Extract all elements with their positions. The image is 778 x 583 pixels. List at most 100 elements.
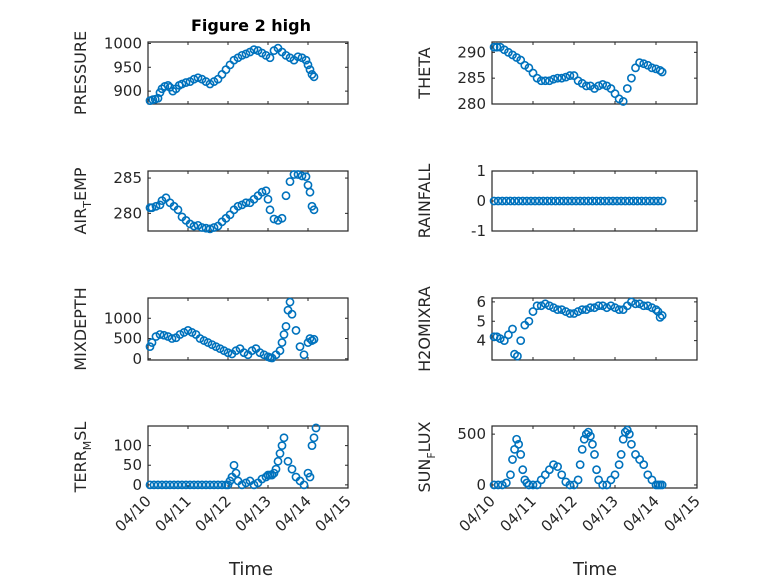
data-point — [622, 84, 632, 93]
data-point — [492, 42, 502, 52]
data-point — [233, 201, 243, 211]
data-point — [189, 74, 199, 84]
data-point — [639, 460, 649, 470]
data-point — [499, 336, 509, 346]
data-point — [495, 334, 505, 344]
subplot-h2omixra: 4 56 H2OMIXRA — [415, 286, 698, 372]
x-axis-label-left: Time — [228, 559, 273, 580]
data-point — [299, 350, 309, 360]
data-point — [506, 470, 515, 480]
data-point — [241, 198, 251, 208]
y-tick-label: 100 — [113, 437, 142, 455]
data-point — [167, 334, 177, 343]
data-point — [610, 303, 620, 313]
data-point — [265, 53, 275, 63]
data-point — [645, 196, 655, 206]
data-point — [538, 196, 548, 206]
data-point — [489, 196, 499, 206]
data-point — [514, 439, 524, 449]
data-point — [624, 196, 634, 206]
y-axis-label: PRESSURE — [71, 31, 90, 115]
y-tick-label: 280 — [457, 95, 486, 113]
x-tick-label: 04/14 — [620, 492, 663, 535]
y-axis-label: SUNFLUX — [415, 421, 438, 492]
data-point — [581, 81, 591, 91]
data-point — [553, 462, 562, 472]
x-tick-label: 04/11 — [152, 492, 195, 535]
data-point — [567, 196, 577, 206]
data-point — [612, 196, 622, 206]
data-point — [147, 203, 157, 213]
data-point — [177, 79, 187, 89]
data-point — [592, 196, 601, 206]
data-point — [169, 480, 179, 490]
y-tick-label: 500 — [457, 425, 486, 443]
data-point — [588, 439, 597, 449]
y-axis-label: RAINFALL — [415, 164, 434, 239]
data-point — [209, 480, 219, 490]
data-point — [267, 470, 277, 480]
data-point — [559, 196, 569, 206]
data-point — [197, 480, 207, 490]
data-point — [536, 76, 546, 86]
data-point — [573, 307, 583, 316]
data-point — [594, 301, 603, 311]
x-tick-label: 04/14 — [272, 492, 315, 535]
data-point — [604, 196, 614, 206]
data-point — [263, 194, 273, 204]
data-point — [655, 312, 665, 322]
data-point — [277, 213, 287, 223]
data-point — [181, 480, 191, 490]
data-point — [297, 171, 307, 181]
data-point — [149, 480, 159, 490]
data-point — [637, 196, 647, 206]
data-point — [577, 444, 587, 454]
data-point — [561, 307, 571, 316]
data-point — [157, 480, 167, 490]
x-tick-label: 04/11 — [497, 492, 540, 535]
data-point — [185, 480, 195, 490]
data-point — [655, 66, 665, 75]
data-point — [145, 480, 155, 490]
data-point — [651, 305, 661, 315]
y-tick-label: 1 — [476, 162, 486, 180]
y-tick-label: 5 — [476, 312, 486, 330]
x-tick-label: 04/13 — [232, 492, 275, 535]
data-point — [249, 45, 259, 55]
data-point — [561, 72, 571, 82]
data-point — [512, 434, 521, 444]
y-axis-label: AIRTEMP — [71, 167, 94, 234]
data-point — [508, 324, 517, 334]
y-tick-label: 0 — [476, 192, 486, 210]
data-point — [305, 334, 315, 343]
data-point — [524, 316, 534, 326]
data-point — [189, 480, 199, 490]
y-tick-label: 0 — [132, 476, 142, 494]
x-tick-label: 04/15 — [661, 492, 704, 535]
y-tick-label: 1000 — [104, 34, 142, 52]
x-tick-label: 04/15 — [312, 492, 355, 535]
data-point — [223, 348, 233, 358]
data-point — [575, 196, 585, 206]
data-point — [551, 196, 560, 206]
data-point — [279, 433, 289, 443]
y-axis-label: THETA — [415, 47, 434, 99]
data-point — [540, 299, 550, 309]
data-point — [510, 196, 519, 206]
data-point — [635, 58, 644, 68]
data-point — [606, 301, 616, 311]
data-point — [309, 433, 319, 443]
data-point — [237, 50, 247, 60]
data-point — [565, 309, 575, 318]
data-point — [155, 330, 165, 339]
data-point — [269, 214, 279, 224]
x-tick-label: 04/10 — [456, 492, 499, 535]
data-point — [516, 450, 526, 459]
data-point — [577, 305, 587, 315]
y-tick-label: 285 — [457, 69, 486, 87]
data-point — [163, 81, 173, 90]
data-point — [657, 480, 667, 490]
data-point — [600, 196, 610, 206]
data-point — [565, 71, 575, 80]
